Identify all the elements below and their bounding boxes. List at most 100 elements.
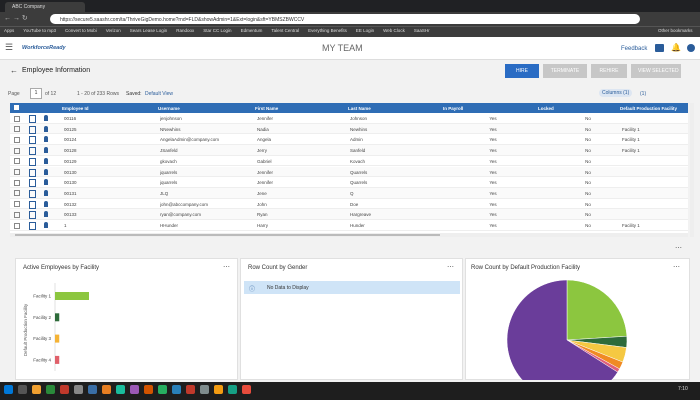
taskbar-icon[interactable] — [18, 385, 27, 394]
filter-count[interactable]: (1) — [640, 91, 647, 97]
edit-icon[interactable] — [29, 168, 36, 177]
taskbar-icon[interactable] — [60, 385, 69, 394]
column-header[interactable]: Last Name — [348, 105, 371, 111]
bookmark[interactable]: Edmentum — [240, 28, 263, 33]
taskbar-icon[interactable] — [200, 385, 209, 394]
table-row[interactable]: 00125 NNewhins Nadia Newhins Yes No Facility 1 — [10, 123, 688, 135]
table-row[interactable]: 1 HHunder Harry Hunder Yes No Facility 1 — [10, 220, 688, 231]
profile-icon[interactable] — [44, 200, 48, 207]
action-button[interactable]: REHIRE — [591, 64, 627, 78]
edit-icon[interactable] — [29, 222, 36, 230]
row-checkbox[interactable] — [14, 222, 20, 229]
profile-icon[interactable] — [44, 157, 48, 164]
table-row[interactable]: 00131 JLQ Jene Q Yes No — [10, 187, 688, 199]
row-checkbox[interactable] — [14, 169, 20, 175]
table-row[interactable]: 00133 ryan@company.com Ryan Hargreave Yes No — [10, 209, 688, 220]
taskbar-icon[interactable] — [130, 385, 139, 394]
nav-buttons[interactable]: ← → ↻ — [4, 15, 28, 22]
taskbar-icon[interactable] — [74, 385, 83, 394]
profile-icon[interactable] — [44, 115, 48, 121]
edit-icon[interactable] — [29, 125, 36, 134]
column-header[interactable]: Username — [158, 105, 180, 111]
bookmark[interactable]: YouTube to mp3 — [23, 28, 56, 33]
bookmark[interactable]: Talent Central — [271, 28, 300, 33]
row-checkbox[interactable] — [14, 147, 20, 154]
row-checkbox[interactable] — [14, 201, 20, 208]
back-arrow[interactable]: ← — [10, 66, 18, 75]
taskbar-icon[interactable] — [228, 385, 237, 394]
tab[interactable] — [5, 2, 85, 12]
profile-icon[interactable] — [44, 189, 48, 196]
v-scrollbar[interactable] — [690, 103, 694, 237]
row-checkbox[interactable] — [14, 211, 20, 218]
page-input[interactable]: 1 — [30, 88, 42, 99]
edit-icon[interactable] — [29, 211, 36, 220]
bell-icon[interactable]: 🔔 — [671, 43, 681, 52]
logo[interactable]: WorkforceReady — [22, 45, 66, 51]
edit-icon[interactable] — [29, 115, 36, 123]
table-row[interactable]: 00132 john@abccompany.com John Doe Yes No — [10, 198, 688, 210]
table-row[interactable]: 00116 jenjohnson Jennifer Johnson Yes No — [10, 113, 688, 124]
row-checkbox[interactable] — [14, 190, 20, 197]
taskbar-icon[interactable] — [242, 385, 251, 394]
taskbar-icon[interactable] — [102, 385, 111, 394]
taskbar-icon[interactable] — [186, 385, 195, 394]
bookmark[interactable]: Sears Lease Login — [129, 28, 168, 33]
card-menu[interactable]: ⋯ — [223, 264, 230, 271]
bookmark[interactable]: Randoox — [176, 28, 195, 33]
action-button[interactable]: HIRE — [505, 64, 539, 78]
saved-view[interactable]: Default View — [145, 91, 173, 97]
table-row[interactable]: 00130 jquarrels Jennifer Quarrels Yes No — [10, 177, 688, 188]
taskbar-icon[interactable] — [4, 385, 13, 394]
profile-icon[interactable] — [44, 136, 48, 143]
other-bookmarks[interactable]: Other bookmarks — [658, 28, 693, 33]
card-menu[interactable]: ⋯ — [447, 264, 454, 271]
feedback[interactable]: Feedback — [621, 46, 648, 52]
bookmark[interactable]: Web Clock — [383, 28, 405, 33]
row-checkbox[interactable] — [14, 179, 20, 186]
edit-icon[interactable] — [29, 136, 36, 145]
bookmark[interactable]: Everything Benefits — [308, 28, 347, 33]
row-checkbox[interactable] — [14, 158, 20, 165]
action-button[interactable]: VIEW SELECTED — [631, 64, 681, 78]
address-bar[interactable] — [50, 14, 640, 24]
profile-icon[interactable] — [44, 211, 48, 218]
menu-icon[interactable]: ☰ — [5, 42, 14, 52]
column-header[interactable]: Employee Id — [62, 105, 89, 111]
taskbar-icon[interactable] — [158, 385, 167, 394]
column-header[interactable]: Default Production Facility — [620, 105, 678, 111]
edit-icon[interactable] — [29, 200, 36, 209]
mail-icon[interactable] — [655, 44, 664, 52]
taskbar-icon[interactable] — [116, 385, 125, 394]
taskbar-icon[interactable] — [88, 385, 97, 394]
tab-title[interactable]: ABC Company — [12, 3, 46, 10]
profile-icon[interactable] — [44, 125, 48, 132]
edit-icon[interactable] — [29, 147, 36, 156]
bookmark[interactable]: Verizon — [105, 28, 121, 33]
table-row[interactable]: 00129 gkovach Gabriel Kovach Yes No — [10, 155, 688, 167]
bookmark[interactable]: EE Login — [355, 28, 375, 33]
select-all[interactable] — [14, 105, 19, 110]
card-menu[interactable]: ⋯ — [673, 264, 680, 271]
more-menu[interactable]: ⋯ — [675, 245, 682, 252]
profile-icon[interactable] — [44, 222, 48, 228]
scroll-thumb[interactable] — [15, 234, 440, 236]
taskbar-icon[interactable] — [32, 385, 41, 394]
table-row[interactable]: 00128 JSanfeld Jerry Sanfeld Yes No Facility 1 — [10, 145, 688, 156]
edit-icon[interactable] — [29, 179, 36, 188]
column-header[interactable]: In Payroll — [443, 105, 464, 111]
user-icon[interactable] — [687, 44, 695, 52]
table-row[interactable]: 00130 jquarrels Jennifer Quarrels Yes No — [10, 166, 688, 178]
url[interactable]: https://secure5.saashr.com/ta/ThriveGigD… — [60, 16, 305, 23]
bookmark[interactable]: Star CC Login — [203, 28, 232, 33]
bookmark[interactable]: Convert to Mobi — [64, 28, 97, 33]
bookmark[interactable]: Apps — [4, 28, 15, 33]
column-header[interactable]: Locked — [538, 105, 554, 111]
columns-chip[interactable]: Columns (1) — [599, 89, 633, 97]
taskbar-icon[interactable] — [172, 385, 181, 394]
taskbar-icon[interactable] — [214, 385, 223, 394]
edit-icon[interactable] — [29, 157, 36, 166]
taskbar-icon[interactable] — [144, 385, 153, 394]
column-header[interactable]: First Name — [255, 105, 279, 111]
taskbar-icon[interactable] — [46, 385, 55, 394]
